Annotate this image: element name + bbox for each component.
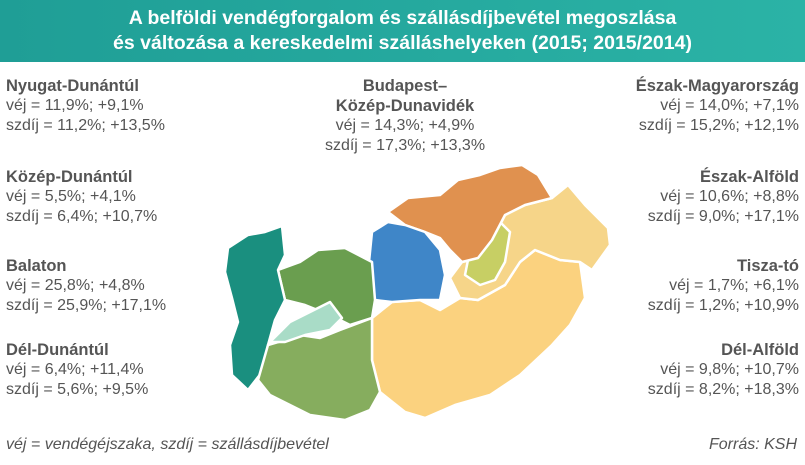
region-info-balaton: Balaton véj = 25,8%; +4,8% szdíj = 25,9%… [6, 256, 166, 316]
region-name: Észak-Alföld [699, 168, 799, 186]
region-vej: véj = 1,7%; +6,1% [669, 277, 799, 294]
region-info-kozep-dunantul: Közép-Dunántúl véj = 5,5%; +4,1% szdíj =… [6, 167, 157, 227]
region-szdij: szdíj = 6,4%; +10,7% [6, 208, 158, 225]
region-vej: véj = 5,5%; +4,1% [6, 188, 136, 205]
region-name: Észak-Magyarország [635, 77, 799, 95]
region-szdij: szdíj = 9,0%; +17,1% [647, 208, 799, 225]
region-szdij: szdíj = 11,2%; +13,5% [6, 117, 165, 134]
source-note: Forrás: KSH [708, 436, 797, 453]
region-szdij: szdíj = 17,3%; +13,3% [324, 137, 486, 154]
region-szdij: szdíj = 5,6%; +9,5% [6, 381, 149, 398]
region-shape-eszak-magyarorszag [386, 163, 554, 264]
region-vej: véj = 25,8%; +4,8% [6, 277, 145, 294]
region-shape-del-dunantul [256, 316, 382, 422]
title-banner: A belföldi vendégforgalom és szállásdíjb… [0, 0, 805, 62]
region-info-tisza-to: Tisza-tó véj = 1,7%; +6,1% szdíj = 1,2%;… [648, 256, 799, 316]
title-line-1: A belföldi vendégforgalom és szállásdíjb… [128, 7, 677, 29]
region-name: Balaton [6, 257, 67, 275]
title-line-2: és változása a kereskedelmi szálláshelye… [113, 32, 692, 54]
region-info-eszak-magyarorszag: Észak-Magyarország véj = 14,0%; +7,1% sz… [636, 76, 799, 136]
region-shape-kozep-dunantul [276, 246, 377, 327]
region-vej: véj = 6,4%; +11,4% [6, 361, 144, 378]
legend-note: véj = vendégéjszaka, szdíj = szállásdíjb… [6, 436, 329, 453]
region-vej: véj = 14,3%; +4,9% [335, 117, 475, 134]
region-shape-del-alfold [370, 248, 587, 420]
region-vej: véj = 14,0%; +7,1% [660, 97, 799, 114]
region-vej: véj = 11,9%; +9,1% [6, 97, 144, 114]
region-info-budapest: Budapest– Közép-Dunavidék véj = 14,3%; +… [290, 76, 520, 156]
region-name: Tisza-tó [736, 257, 799, 275]
region-name: Közép-Dunántúl [6, 168, 133, 186]
region-szdij: szdíj = 1,2%; +10,9% [647, 297, 799, 314]
region-info-nyugat-dunantul: Nyugat-Dunántúl véj = 11,9%; +9,1% szdíj… [6, 76, 165, 136]
region-info-del-alfold: Dél-Alföld véj = 9,8%; +10,7% szdíj = 8,… [648, 340, 799, 400]
region-info-eszak-alfold: Észak-Alföld véj = 10,6%; +8,8% szdíj = … [648, 167, 799, 227]
region-name: Nyugat-Dunántúl [6, 77, 139, 95]
region-name-line-2: Közép-Dunavidék [335, 97, 475, 115]
region-name: Dél-Dunántúl [6, 341, 109, 359]
region-szdij: szdíj = 8,2%; +18,3% [647, 381, 799, 398]
region-name-line-1: Budapest– [362, 77, 448, 95]
region-vej: véj = 9,8%; +10,7% [660, 361, 799, 378]
region-vej: véj = 10,6%; +8,8% [660, 188, 799, 205]
region-szdij: szdíj = 15,2%; +12,1% [638, 117, 799, 134]
region-name: Dél-Alföld [721, 341, 799, 359]
region-szdij: szdíj = 25,9%; +17,1% [6, 297, 167, 314]
region-shape-balaton [268, 300, 344, 344]
region-info-del-dunantul: Dél-Dunántúl véj = 6,4%; +11,4% szdíj = … [6, 340, 148, 400]
